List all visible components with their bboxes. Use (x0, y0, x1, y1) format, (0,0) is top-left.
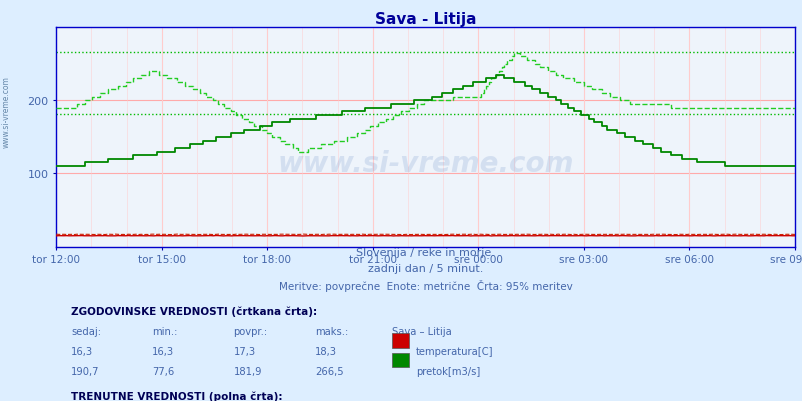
Text: 190,7: 190,7 (71, 366, 99, 376)
Bar (392, 333, 408, 348)
Text: sedaj:: sedaj: (71, 326, 101, 336)
Text: Sava – Litija: Sava – Litija (392, 326, 452, 336)
Text: povpr.:: povpr.: (233, 326, 267, 336)
Text: zadnji dan / 5 minut.: zadnji dan / 5 minut. (367, 263, 483, 273)
Text: 16,3: 16,3 (71, 346, 93, 356)
Text: www.si-vreme.com: www.si-vreme.com (277, 150, 573, 178)
Text: www.si-vreme.com: www.si-vreme.com (2, 77, 11, 148)
Text: 16,3: 16,3 (152, 346, 174, 356)
Text: 266,5: 266,5 (314, 366, 343, 376)
Title: Sava - Litija: Sava - Litija (375, 12, 476, 27)
Text: 181,9: 181,9 (233, 366, 261, 376)
Text: 18,3: 18,3 (314, 346, 336, 356)
Text: Meritve: povprečne  Enote: metrične  Črta: 95% meritev: Meritve: povprečne Enote: metrične Črta:… (278, 279, 572, 291)
Text: ZGODOVINSKE VREDNOSTI (črtkana črta):: ZGODOVINSKE VREDNOSTI (črtkana črta): (71, 306, 317, 316)
Text: 77,6: 77,6 (152, 366, 174, 376)
Text: min.:: min.: (152, 326, 177, 336)
Text: pretok[m3/s]: pretok[m3/s] (415, 366, 480, 376)
Text: temperatura[C]: temperatura[C] (415, 346, 493, 356)
Text: 17,3: 17,3 (233, 346, 255, 356)
Text: Slovenija / reke in morje.: Slovenija / reke in morje. (356, 247, 494, 257)
Text: TRENUTNE VREDNOSTI (polna črta):: TRENUTNE VREDNOSTI (polna črta): (71, 390, 282, 401)
Text: maks.:: maks.: (314, 326, 347, 336)
Bar (392, 353, 408, 367)
